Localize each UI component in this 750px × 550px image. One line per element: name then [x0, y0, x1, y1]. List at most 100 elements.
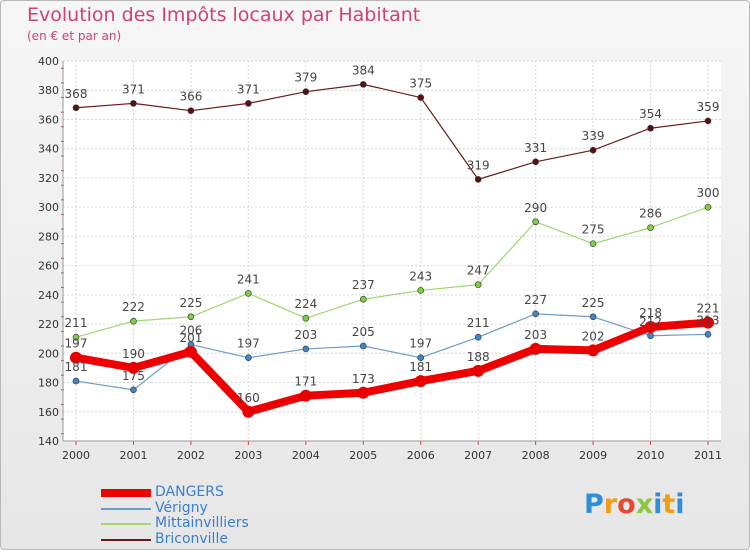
- data-point-mittainvilliers: [130, 317, 137, 325]
- data-label-dangers: 188: [467, 350, 490, 364]
- data-point-mittainvilliers: [532, 218, 539, 226]
- logo-letter: i: [653, 489, 663, 520]
- data-label-v-rigny: 213: [697, 313, 720, 327]
- data-point-mittainvilliers: [589, 240, 597, 247]
- data-point-dangers: [357, 386, 370, 399]
- data-label-mittainvilliers: 290: [524, 201, 547, 215]
- data-label-briconville: 359: [697, 100, 720, 114]
- data-point-mittainvilliers: [302, 314, 310, 322]
- data-point-mittainvilliers: [647, 224, 654, 231]
- legend-label: DANGERS: [155, 484, 224, 500]
- logo-letter: P: [584, 489, 604, 520]
- logo-letter: i: [675, 489, 685, 520]
- data-label-briconville: 379: [294, 71, 317, 85]
- data-point-mittainvilliers: [704, 203, 712, 211]
- x-tick-label: 2003: [234, 449, 262, 462]
- data-point-briconville: [359, 81, 367, 88]
- data-point-v-rigny: [359, 342, 367, 350]
- plot-area: [63, 61, 721, 441]
- legend-label: Vérigny: [155, 499, 208, 516]
- data-label-dangers: 171: [294, 375, 317, 389]
- data-point-v-rigny: [589, 313, 597, 321]
- data-point-mittainvilliers: [72, 333, 80, 341]
- y-tick-label: 140: [38, 435, 59, 448]
- data-point-dangers: [529, 342, 542, 355]
- data-label-v-rigny: 212: [639, 315, 662, 329]
- x-tick-label: 2001: [119, 449, 147, 462]
- data-label-briconville: 319: [467, 158, 490, 172]
- legend-swatch: [101, 507, 151, 510]
- data-point-dangers: [70, 351, 82, 364]
- y-tick-label: 220: [38, 318, 59, 331]
- data-label-briconville: 366: [179, 90, 202, 104]
- y-tick-label: 400: [38, 55, 59, 68]
- data-label-briconville: 331: [524, 141, 547, 155]
- data-label-dangers: 203: [524, 328, 547, 342]
- data-point-mittainvilliers: [187, 313, 195, 321]
- data-label-mittainvilliers: 247: [467, 264, 490, 278]
- chart-title: Evolution des Impôts locaux par Habitant: [27, 4, 421, 26]
- x-tick-label: 2007: [464, 449, 492, 462]
- data-label-briconville: 371: [237, 82, 260, 96]
- logo-letter: x: [635, 489, 654, 520]
- legend-swatch: [101, 523, 151, 525]
- data-label-v-rigny: 203: [294, 328, 317, 342]
- data-label-mittainvilliers: 224: [294, 297, 317, 311]
- y-tick-label: 360: [38, 113, 59, 126]
- data-point-dangers: [472, 364, 485, 377]
- data-point-briconville: [704, 117, 712, 125]
- data-point-dangers: [702, 316, 714, 329]
- data-point-v-rigny: [245, 354, 252, 361]
- data-label-v-rigny: 227: [524, 293, 547, 307]
- y-tick-label: 320: [38, 172, 59, 185]
- data-point-dangers: [587, 344, 600, 357]
- data-point-mittainvilliers: [245, 290, 252, 297]
- data-label-dangers: 218: [639, 306, 662, 320]
- data-point-briconville: [589, 146, 597, 154]
- data-point-briconville: [474, 176, 482, 183]
- data-label-dangers: 221: [697, 302, 720, 316]
- logo-letter: t: [662, 489, 676, 520]
- y-tick-label: 180: [38, 377, 59, 390]
- data-label-mittainvilliers: 237: [352, 278, 375, 292]
- data-point-dangers: [127, 361, 140, 374]
- x-tick-label: 2006: [407, 449, 435, 462]
- data-label-v-rigny: 175: [122, 369, 145, 383]
- data-label-briconville: 371: [122, 82, 145, 96]
- data-label-dangers: 190: [122, 347, 145, 361]
- data-point-briconville: [532, 158, 539, 166]
- y-tick-label: 300: [38, 201, 59, 214]
- data-label-mittainvilliers: 275: [582, 223, 605, 237]
- data-label-briconville: 339: [582, 129, 605, 143]
- y-tick-label: 260: [38, 260, 59, 273]
- data-point-mittainvilliers: [359, 295, 367, 303]
- data-label-dangers: 160: [237, 391, 260, 405]
- chart-subtitle: (en € et par an): [27, 29, 122, 43]
- data-point-dangers: [414, 375, 427, 388]
- data-point-v-rigny: [647, 332, 654, 340]
- x-tick-label: 2000: [62, 449, 90, 462]
- data-point-briconville: [302, 88, 310, 95]
- data-point-briconville: [130, 100, 137, 107]
- y-tick-label: 160: [38, 406, 59, 419]
- data-label-dangers: 173: [352, 372, 375, 386]
- legend-label: Briconville: [155, 530, 228, 547]
- y-tick-label: 380: [38, 84, 59, 97]
- data-label-mittainvilliers: 211: [65, 316, 88, 330]
- data-label-v-rigny: 211: [467, 316, 490, 330]
- data-label-briconville: 375: [409, 77, 432, 91]
- data-label-mittainvilliers: 243: [409, 269, 432, 283]
- data-point-briconville: [647, 124, 654, 132]
- data-point-v-rigny: [72, 377, 80, 385]
- x-tick-label: 2011: [694, 449, 722, 462]
- data-label-briconville: 354: [639, 107, 662, 121]
- x-tick-label: 2004: [292, 449, 320, 462]
- data-label-dangers: 201: [179, 331, 202, 345]
- logo-letter: r: [603, 489, 618, 520]
- data-label-dangers: 181: [409, 360, 432, 374]
- data-point-mittainvilliers: [474, 281, 482, 288]
- data-point-v-rigny: [302, 345, 310, 353]
- y-tick-label: 200: [38, 347, 59, 360]
